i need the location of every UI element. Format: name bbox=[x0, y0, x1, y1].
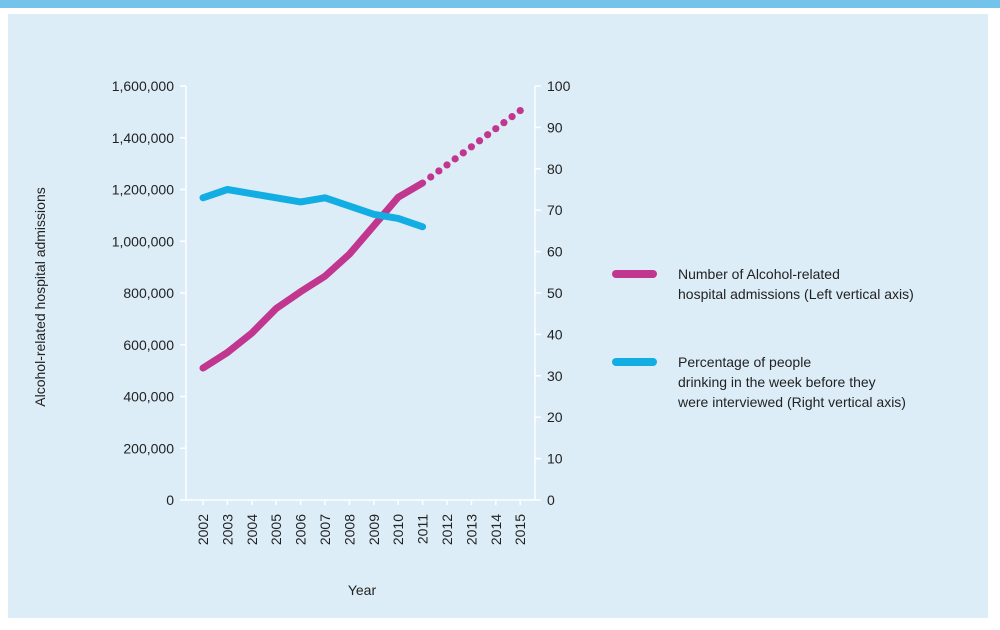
x-axis-title: Year bbox=[348, 582, 377, 598]
y-left-tick-label: 1,600,000 bbox=[112, 78, 174, 94]
legend-label-1: hospital admissions (Left vertical axis) bbox=[678, 286, 914, 302]
x-tick-label: 2004 bbox=[244, 514, 260, 545]
legend-label-2: Percentage of people bbox=[678, 354, 811, 370]
x-tick-label: 2002 bbox=[195, 514, 211, 545]
y-right-tick-label: 20 bbox=[547, 409, 563, 425]
y-right-tick-label: 50 bbox=[547, 285, 563, 301]
y-left-tick-label: 200,000 bbox=[123, 440, 174, 456]
projection-dot bbox=[484, 131, 492, 139]
x-tick-label: 2005 bbox=[268, 514, 284, 545]
projection-dot bbox=[516, 106, 524, 115]
projection-dot bbox=[492, 125, 500, 133]
chart-canvas: 0 200,000 400,000 600,000 800,000 1,000,000 1,… bbox=[32, 78, 914, 598]
projection-dot bbox=[451, 155, 459, 163]
y-left-tick-label: 0 bbox=[166, 492, 174, 508]
y-right-tick-label: 70 bbox=[547, 202, 563, 218]
y-right-tick-label: 40 bbox=[547, 326, 563, 342]
y-left-tick-label: 1,200,000 bbox=[112, 182, 174, 198]
legend-label-2: were interviewed (Right vertical axis) bbox=[677, 394, 906, 410]
x-tick-label: 2011 bbox=[415, 514, 431, 544]
y-left-tick-label: 400,000 bbox=[123, 389, 174, 405]
x-tick-label: 2013 bbox=[463, 514, 479, 545]
y-left-tick-label: 1,000,000 bbox=[112, 233, 174, 249]
y-right-tick-label: 90 bbox=[547, 119, 563, 135]
legend-label-1: Number of Alcohol-related bbox=[678, 266, 840, 282]
y-left-tick-label: 600,000 bbox=[123, 337, 174, 353]
series-line-2 bbox=[199, 186, 427, 231]
projection-dot bbox=[467, 143, 475, 151]
x-tick-label: 2007 bbox=[317, 514, 333, 545]
header-accent-bar bbox=[0, 0, 1000, 8]
x-tick-label: 2008 bbox=[341, 514, 357, 545]
projection-dot bbox=[475, 137, 484, 145]
x-tick-label: 2003 bbox=[219, 514, 235, 545]
projection-dot bbox=[427, 173, 435, 181]
y-axis-left-title: Alcohol-related hospital admissions bbox=[32, 187, 48, 406]
x-tick-label: 2010 bbox=[390, 514, 406, 545]
y-right-tick-label: 10 bbox=[547, 451, 563, 467]
axes: 0 200,000 400,000 600,000 800,000 1,000,000 1,… bbox=[112, 78, 571, 545]
projection-dot bbox=[459, 149, 467, 157]
projection-dot bbox=[443, 161, 451, 169]
x-tick-label: 2006 bbox=[293, 514, 309, 545]
y-left-tick-label: 800,000 bbox=[123, 285, 174, 301]
projection-dot bbox=[435, 167, 443, 175]
legend-label-2: drinking in the week before they bbox=[678, 374, 876, 390]
chart-panel: 0 200,000 400,000 600,000 800,000 1,000,000 1,… bbox=[8, 14, 988, 618]
series-line-1 bbox=[199, 179, 427, 372]
x-tick-label: 2012 bbox=[439, 514, 455, 545]
y-right-tick-label: 60 bbox=[547, 244, 563, 260]
x-tick-label: 2014 bbox=[488, 514, 504, 545]
y-right-tick-label: 30 bbox=[547, 368, 563, 384]
projection-dot bbox=[508, 113, 516, 121]
series-lines bbox=[199, 106, 524, 372]
y-right-tick-label: 80 bbox=[547, 161, 563, 177]
projection-dot bbox=[500, 119, 508, 127]
x-tick-label: 2015 bbox=[512, 514, 528, 545]
legend: Number of Alcohol-related hospital admiss… bbox=[612, 266, 914, 410]
y-right-tick-label: 0 bbox=[547, 492, 555, 508]
y-left-tick-label: 1,400,000 bbox=[112, 130, 174, 146]
y-right-tick-label: 100 bbox=[547, 78, 571, 94]
x-tick-label: 2009 bbox=[366, 514, 382, 545]
